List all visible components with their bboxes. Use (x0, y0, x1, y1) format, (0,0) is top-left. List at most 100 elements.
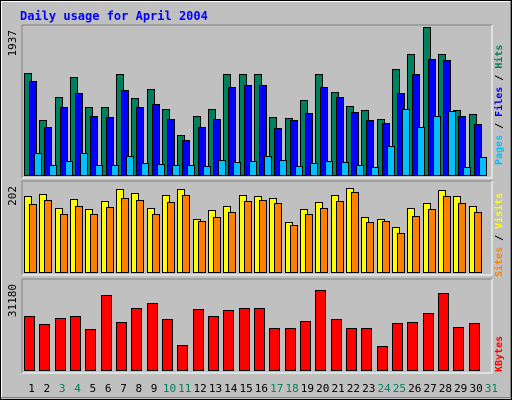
x-tick-day-24: 24 (377, 382, 391, 395)
bar-pages-day-23 (371, 167, 379, 176)
bar-kbytes-day-28 (438, 293, 449, 371)
bar-files-day-2 (44, 127, 52, 176)
bar-kbytes-day-26 (407, 322, 418, 371)
bar-kbytes-day-19 (300, 321, 311, 371)
bar-sites-day-1 (29, 204, 37, 273)
x-tick-day-14: 14 (224, 382, 238, 395)
bar-sites-day-9 (152, 214, 160, 273)
x-tick-day-8: 8 (135, 382, 142, 395)
bar-kbytes-day-29 (453, 327, 464, 371)
bar-sites-day-4 (75, 206, 83, 273)
kbytes-panel-ymax-label: 31180 (6, 284, 19, 317)
legend-sep-2: / (494, 69, 505, 87)
bar-sites-day-20 (320, 208, 328, 273)
x-tick-day-5: 5 (89, 382, 96, 395)
bar-sites-day-25 (397, 233, 405, 273)
x-tick-day-10: 10 (163, 382, 176, 395)
bar-files-day-15 (244, 85, 252, 176)
bar-pages-day-15 (249, 161, 257, 176)
bar-sites-day-27 (428, 209, 436, 273)
bar-files-day-11 (182, 140, 190, 176)
bar-sites-day-30 (474, 212, 482, 273)
bar-pages-day-19 (310, 163, 318, 176)
x-tick-day-30: 30 (469, 382, 482, 395)
bar-pages-day-10 (172, 165, 180, 176)
x-tick-day-3: 3 (59, 382, 66, 395)
x-tick-day-9: 9 (151, 382, 158, 395)
bar-pages-day-17 (279, 160, 287, 176)
bar-pages-day-13 (218, 160, 226, 176)
hits-files-pages-bars (24, 27, 487, 176)
x-tick-day-25: 25 (393, 382, 406, 395)
bar-kbytes-day-13 (208, 316, 219, 371)
bar-pages-day-8 (141, 163, 149, 176)
bar-files-day-8 (136, 107, 144, 176)
x-tick-day-26: 26 (408, 382, 421, 395)
x-tick-day-29: 29 (454, 382, 467, 395)
bar-files-day-23 (366, 120, 374, 176)
bar-files-day-22 (351, 112, 359, 176)
chart-title: Daily usage for April 2004 (20, 9, 208, 23)
bar-pages-day-7 (126, 156, 134, 176)
legend-files: Files (493, 87, 505, 117)
visits-panel-legend: Sites / Visits (493, 193, 505, 277)
bar-sites-day-14 (228, 212, 236, 273)
bar-pages-day-30 (479, 157, 487, 176)
bar-sites-day-3 (60, 214, 68, 273)
bar-pages-day-14 (233, 162, 241, 176)
legend-sep-1: / (494, 117, 505, 135)
x-tick-day-12: 12 (193, 382, 206, 395)
bar-files-day-30 (474, 124, 482, 176)
x-tick-day-31: 31 (485, 382, 498, 395)
bar-kbytes-day-1 (24, 316, 35, 371)
frame-shadow-bottom (1, 397, 511, 398)
x-axis-day-labels: 1 2 3 4 5 6 7 8 9 10 11 12 13 14 15 16 17 18 19 20 21 22 23 24 2… (28, 382, 498, 395)
x-tick-day-15: 15 (239, 382, 252, 395)
legend-pages: Pages (494, 135, 505, 165)
bar-files-day-10 (167, 119, 175, 176)
bar-kbytes-day-15 (239, 308, 250, 371)
x-tick-day-18: 18 (285, 382, 298, 395)
bar-sites-day-7 (121, 198, 129, 273)
bar-sites-day-5 (90, 214, 98, 273)
bar-kbytes-day-21 (331, 319, 342, 371)
bar-sites-day-13 (213, 217, 221, 273)
bar-kbytes-day-10 (162, 319, 173, 371)
bar-kbytes-day-9 (147, 303, 158, 371)
x-tick-day-28: 28 (439, 382, 452, 395)
bar-sites-day-19 (305, 214, 313, 273)
bar-kbytes-day-12 (193, 309, 204, 371)
bar-files-day-19 (305, 113, 313, 176)
bar-pages-day-20 (325, 161, 333, 176)
visits-panel-ymax-label: 202 (6, 186, 19, 206)
bar-kbytes-day-6 (101, 295, 112, 371)
frame-highlight-top (1, 1, 510, 2)
x-tick-day-11: 11 (178, 382, 191, 395)
bar-pages-day-1 (34, 153, 42, 176)
bar-files-day-1 (29, 81, 37, 176)
x-tick-day-1: 1 (28, 382, 35, 395)
kbytes-panel-legend: KBytes (494, 336, 505, 372)
bar-sites-day-15 (244, 201, 252, 273)
frame-shadow-right (510, 1, 511, 398)
legend-sites: Sites (493, 247, 505, 277)
bar-sites-day-18 (290, 225, 298, 273)
bar-kbytes-day-3 (55, 318, 66, 371)
bar-pages-day-16 (264, 156, 272, 176)
bar-files-day-7 (121, 90, 129, 176)
bar-pages-day-28 (448, 111, 456, 176)
kbytes-bars (24, 290, 480, 371)
bar-kbytes-day-27 (423, 313, 434, 371)
x-tick-day-4: 4 (74, 382, 81, 395)
bar-sites-day-17 (274, 203, 282, 273)
x-tick-day-23: 23 (362, 382, 375, 395)
bar-pages-day-26 (417, 127, 425, 176)
bar-kbytes-day-17 (269, 328, 280, 371)
bar-files-day-21 (336, 97, 344, 176)
bar-files-day-20 (320, 87, 328, 176)
bar-pages-day-2 (49, 165, 57, 176)
bar-files-day-13 (213, 119, 221, 176)
bar-pages-day-3 (65, 161, 73, 176)
bar-pages-day-11 (187, 165, 195, 176)
bar-files-day-4 (75, 93, 83, 176)
